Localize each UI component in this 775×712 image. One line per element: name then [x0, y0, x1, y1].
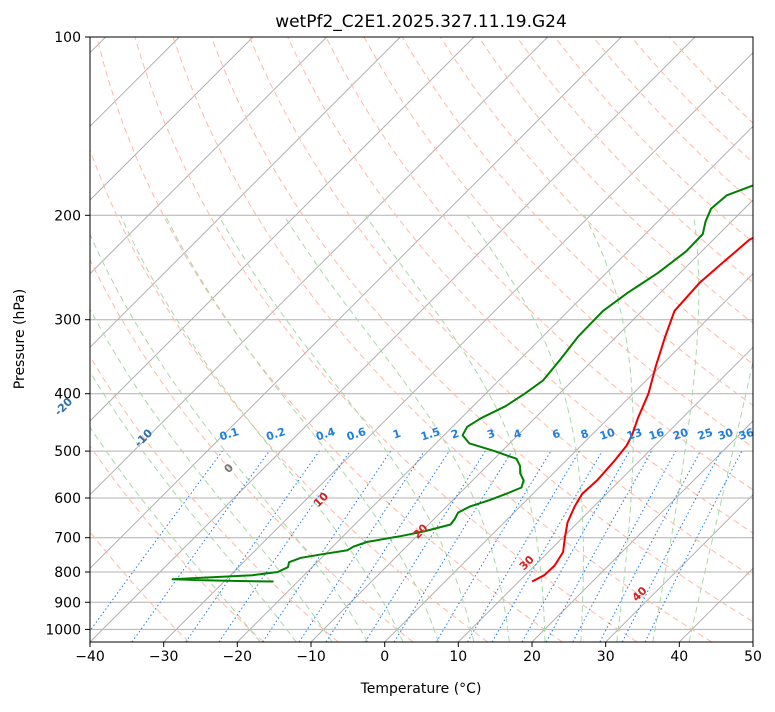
y-tick-label: 100 [54, 30, 81, 46]
y-tick-label: 200 [54, 208, 81, 224]
chart-title: wetPf2_C2E1.2025.327.11.19.G24 [275, 12, 567, 32]
x-tick-label: −20 [223, 649, 253, 665]
y-tick-label: 1000 [45, 622, 81, 638]
y-tick-label: 900 [54, 595, 81, 611]
x-tick-label: 0 [380, 649, 389, 665]
y-tick-label: 500 [54, 444, 81, 460]
x-tick-label: 50 [744, 649, 762, 665]
x-tick-label: −10 [296, 649, 326, 665]
x-tick-label: 10 [449, 649, 467, 665]
x-tick-label: 20 [523, 649, 541, 665]
y-tick-label: 800 [54, 565, 81, 581]
y-axis-label: Pressure (hPa) [12, 289, 28, 389]
x-tick-label: 40 [670, 649, 688, 665]
x-tick-label: −30 [149, 649, 179, 665]
y-tick-label: 300 [54, 313, 81, 329]
x-tick-label: 30 [597, 649, 615, 665]
x-axis-label: Temperature (°C) [360, 681, 482, 697]
y-tick-label: 700 [54, 531, 81, 547]
y-tick-label: 600 [54, 491, 81, 507]
y-tick-label: 400 [54, 387, 81, 403]
x-tick-label: −40 [75, 649, 105, 665]
